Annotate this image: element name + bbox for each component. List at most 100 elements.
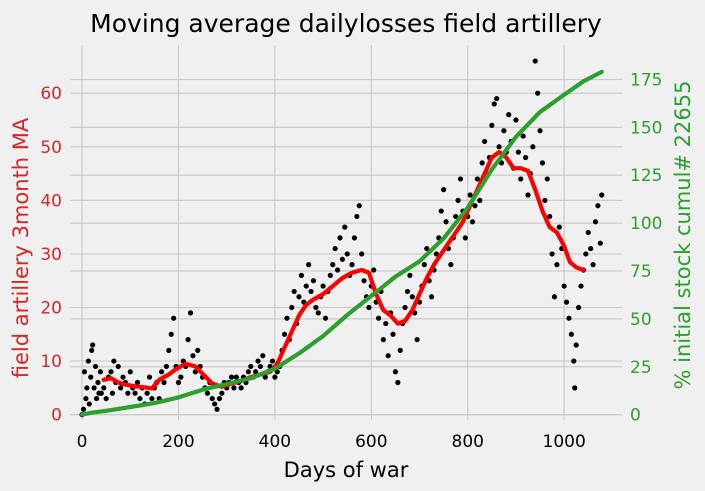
- chart-title: Moving average dailylosses field artille…: [90, 9, 602, 38]
- daily-loss-point: [469, 219, 476, 225]
- daily-loss-point: [597, 240, 603, 246]
- daily-loss-point: [342, 224, 348, 230]
- daily-loss-point: [269, 358, 276, 364]
- daily-loss-point: [313, 304, 319, 311]
- daily-loss-point: [134, 379, 141, 386]
- daily-loss-point: [158, 369, 165, 375]
- y-tick-label-right: 175: [630, 70, 662, 90]
- daily-loss-point: [568, 331, 574, 337]
- y-tick-label-left: 40: [40, 191, 62, 211]
- x-tick-label: 400: [259, 432, 291, 452]
- daily-loss-point: [337, 235, 343, 241]
- daily-loss-point: [462, 235, 468, 241]
- daily-loss-point: [438, 208, 444, 214]
- daily-loss-point: [298, 272, 305, 278]
- daily-loss-point: [489, 122, 495, 128]
- daily-loss-point: [532, 58, 538, 64]
- daily-loss-point: [522, 154, 529, 161]
- daily-loss-point: [561, 283, 567, 289]
- daily-loss-point: [467, 192, 473, 198]
- x-tick-label: 600: [355, 432, 387, 452]
- y-tick-label-left: 20: [40, 299, 62, 319]
- daily-loss-point: [95, 379, 101, 386]
- daily-loss-point: [479, 160, 485, 166]
- daily-loss-point: [161, 379, 167, 386]
- y-tick-label-right: 0: [630, 406, 641, 426]
- daily-loss-point: [443, 219, 449, 225]
- y-tick-label-left: 10: [40, 352, 62, 372]
- daily-loss-point: [515, 149, 521, 155]
- y-tick-label-right: 50: [630, 310, 652, 330]
- daily-loss-point: [334, 267, 341, 273]
- daily-loss-point: [414, 337, 420, 343]
- daily-loss-point: [585, 229, 591, 236]
- daily-loss-point: [590, 262, 596, 268]
- daily-loss-point: [366, 304, 372, 311]
- daily-loss-point: [260, 353, 266, 359]
- daily-loss-point: [93, 395, 100, 402]
- y-tick-label-right: 75: [630, 262, 652, 282]
- daily-loss-point: [146, 374, 153, 380]
- daily-loss-point: [395, 379, 401, 386]
- daily-loss-point: [209, 395, 215, 402]
- daily-loss-point: [448, 262, 454, 268]
- daily-loss-point: [245, 369, 251, 375]
- daily-loss-point: [163, 363, 170, 370]
- daily-loss-point: [356, 203, 362, 209]
- moving-average-line: [101, 150, 586, 391]
- y-tick-label-left: 60: [40, 84, 62, 104]
- daily-loss-point: [339, 256, 345, 262]
- daily-loss-point: [86, 401, 92, 407]
- y-axis-label-left: field artillery 3month MA: [9, 117, 33, 378]
- daily-loss-point: [525, 192, 531, 198]
- daily-loss-point: [549, 251, 555, 257]
- daily-loss-point: [97, 369, 103, 375]
- daily-loss-point: [354, 213, 360, 220]
- daily-loss-point: [83, 395, 89, 402]
- daily-loss-point: [89, 347, 95, 353]
- daily-loss-point: [118, 385, 124, 391]
- daily-loss-point: [127, 369, 133, 375]
- daily-loss-point: [255, 358, 261, 364]
- daily-loss-point: [115, 363, 121, 370]
- daily-loss-point: [472, 203, 478, 209]
- daily-loss-point: [284, 315, 290, 321]
- daily-loss-point: [383, 320, 389, 327]
- daily-loss-point: [291, 288, 297, 295]
- daily-loss-point: [98, 390, 104, 396]
- daily-loss-point: [351, 235, 358, 241]
- daily-loss-point: [308, 288, 314, 295]
- daily-loss-point: [491, 101, 497, 107]
- daily-loss-point: [588, 245, 594, 252]
- daily-loss-point: [289, 304, 295, 311]
- daily-loss-point: [457, 176, 464, 182]
- daily-loss-point: [90, 342, 96, 348]
- daily-loss-point: [272, 374, 278, 380]
- daily-loss-point: [385, 353, 391, 359]
- daily-loss-point: [262, 374, 268, 380]
- daily-loss-point: [315, 310, 321, 316]
- daily-loss-point: [187, 310, 194, 316]
- daily-loss-point: [428, 294, 435, 300]
- daily-loss-point: [212, 401, 218, 407]
- daily-loss-point: [108, 369, 114, 375]
- daily-loss-point: [92, 363, 99, 370]
- daily-loss-point: [166, 347, 172, 353]
- daily-loss-point: [330, 262, 336, 268]
- daily-loss-point: [537, 128, 543, 134]
- daily-loss-point: [81, 369, 88, 375]
- y-tick-label-right: 25: [630, 358, 652, 378]
- daily-loss-point: [344, 251, 350, 257]
- daily-loss-point: [111, 358, 117, 364]
- daily-loss-point: [231, 385, 237, 391]
- cumulative-percent-line: [80, 69, 604, 417]
- daily-loss-point: [214, 406, 220, 412]
- daily-loss-point: [544, 176, 550, 182]
- y-tick-label-left: 0: [51, 406, 62, 426]
- daily-loss-point: [144, 390, 150, 396]
- daily-loss-point: [185, 337, 191, 343]
- daily-loss-point: [496, 144, 502, 150]
- daily-loss-point: [392, 369, 399, 375]
- daily-loss-point: [178, 374, 184, 380]
- daily-loss-point: [407, 272, 413, 278]
